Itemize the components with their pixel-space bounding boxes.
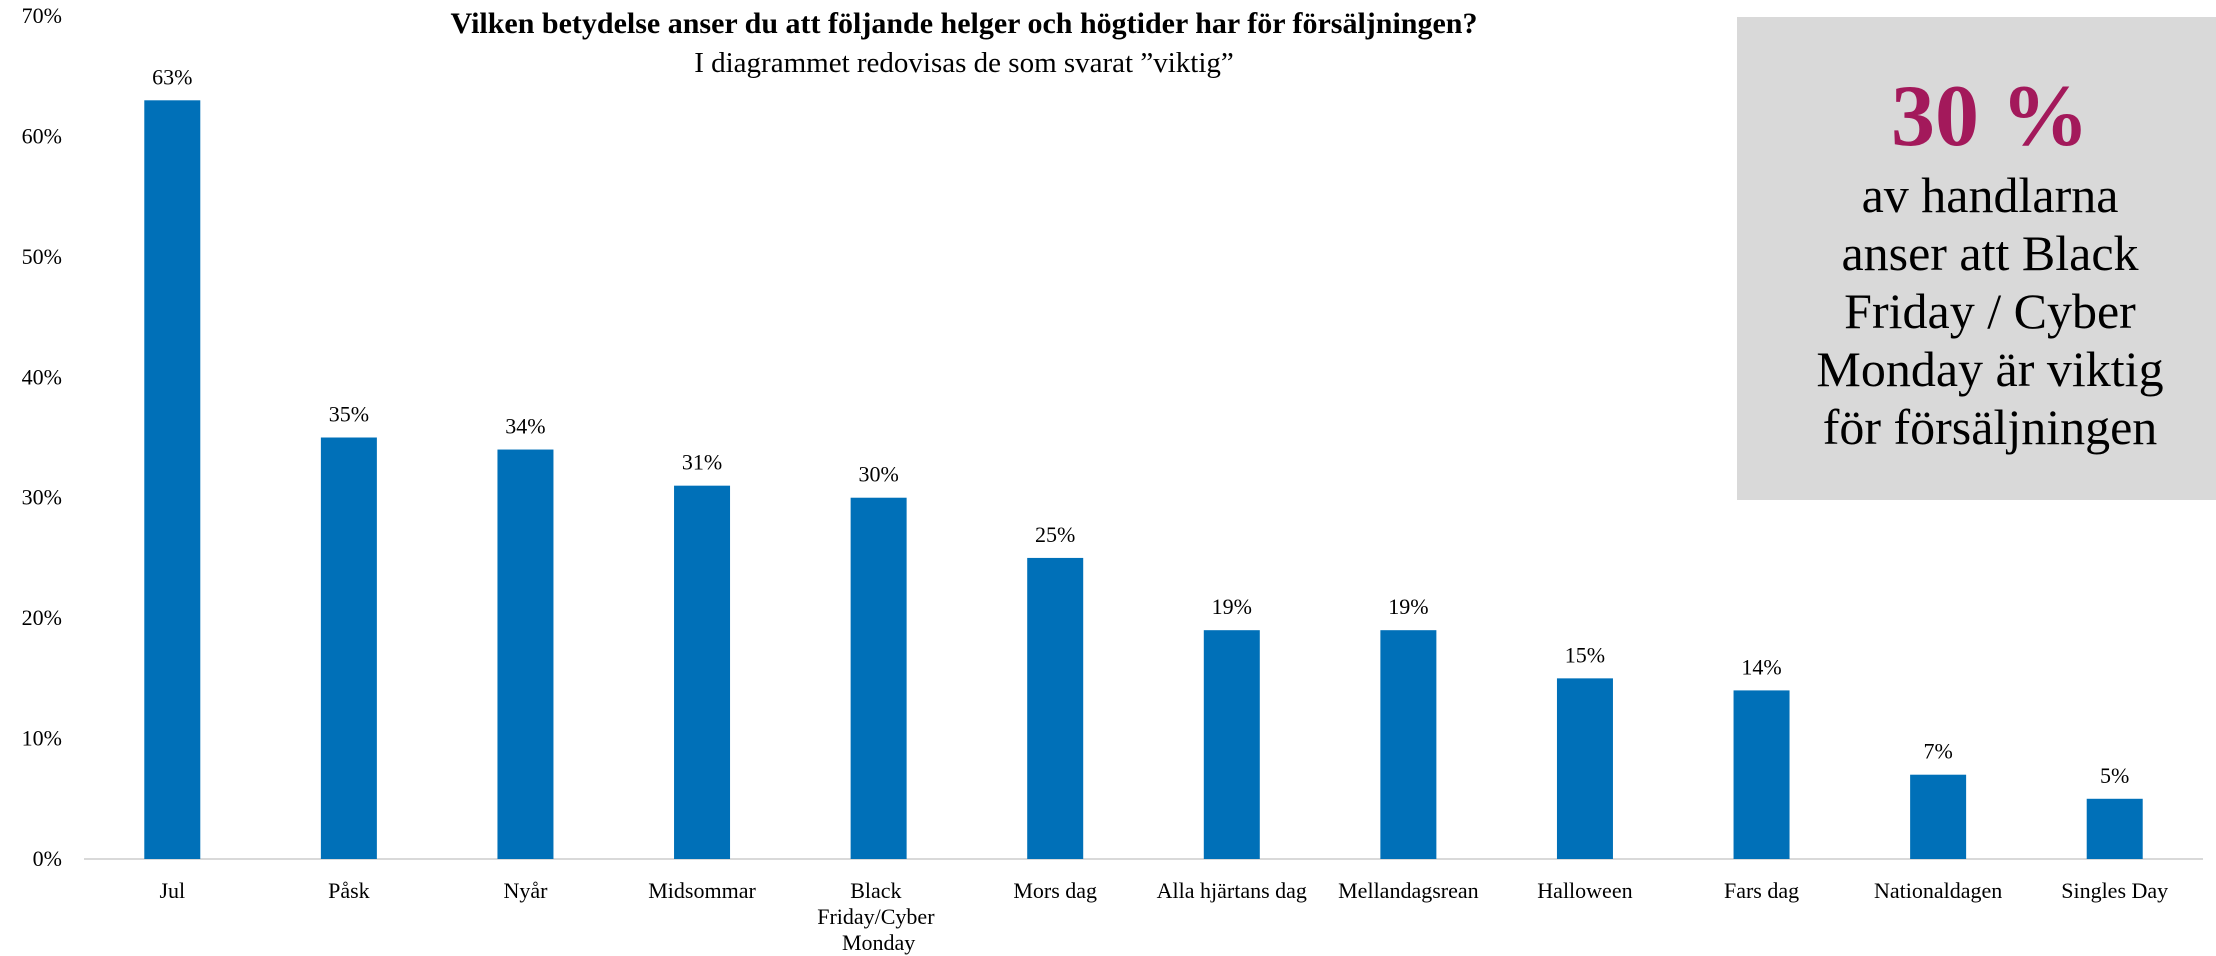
x-tick-label: Jul	[159, 878, 185, 903]
data-label: 15%	[1565, 642, 1605, 667]
y-tick-label: 40%	[22, 364, 62, 389]
bar	[1203, 630, 1260, 859]
y-tick-label: 70%	[22, 3, 62, 28]
data-label: 31%	[682, 450, 722, 475]
data-label: 35%	[329, 402, 369, 427]
x-tick-label: Mellandagsrean	[1338, 878, 1479, 903]
x-tick-label: Halloween	[1537, 878, 1632, 903]
callout-text: av handlarna	[1862, 167, 2119, 223]
x-tick-label: Mors dag	[1013, 878, 1097, 903]
bar	[674, 485, 731, 859]
data-label: 25%	[1035, 522, 1075, 547]
callout-text: Friday / Cyber	[1844, 283, 2136, 339]
x-tick-label: Black Friday/Cyber Monday	[817, 878, 940, 955]
data-label: 34%	[505, 414, 545, 439]
bar	[2086, 798, 2143, 859]
bar	[1910, 774, 1967, 859]
y-tick-label: 60%	[22, 123, 62, 148]
data-label: 14%	[1741, 654, 1781, 679]
x-tick-label: Alla hjärtans dag	[1157, 878, 1307, 903]
callout-text: Monday är viktig	[1816, 341, 2163, 397]
bar	[497, 449, 554, 859]
bar	[1380, 630, 1437, 859]
bar	[320, 437, 377, 859]
x-tick-label: Nationaldagen	[1874, 878, 2002, 903]
bar	[850, 497, 907, 859]
bar	[144, 100, 201, 860]
data-label: 63%	[152, 64, 192, 89]
x-tick-label: Nyår	[503, 878, 548, 903]
data-label: 19%	[1388, 594, 1428, 619]
x-tick-label: Midsommar	[648, 878, 756, 903]
data-label: 30%	[858, 462, 898, 487]
data-label: 5%	[2100, 763, 2129, 788]
x-tick-label: Påsk	[328, 878, 370, 903]
bar	[1733, 690, 1790, 859]
x-tick-label: Singles Day	[2061, 878, 2168, 903]
data-label: 19%	[1212, 594, 1252, 619]
y-tick-label: 30%	[22, 485, 62, 510]
callout-text: anser att Black	[1841, 225, 2138, 281]
chart-subtitle: I diagrammet redovisas de som svarat ”vi…	[694, 47, 1234, 79]
y-tick-label: 50%	[22, 244, 62, 269]
bar	[1027, 557, 1084, 859]
y-tick-label: 20%	[22, 605, 62, 630]
y-tick-label: 0%	[33, 846, 62, 871]
bar	[1556, 678, 1613, 859]
y-tick-label: 10%	[22, 726, 62, 751]
callout-box	[1737, 17, 2216, 500]
x-tick-label: Fars dag	[1724, 878, 1799, 903]
callout-text: för försäljningen	[1823, 399, 2158, 455]
chart-title: Vilken betydelse anser du att följande h…	[451, 7, 1478, 40]
callout-headline: 30 %	[1891, 68, 2089, 165]
data-label: 7%	[1923, 739, 1952, 764]
